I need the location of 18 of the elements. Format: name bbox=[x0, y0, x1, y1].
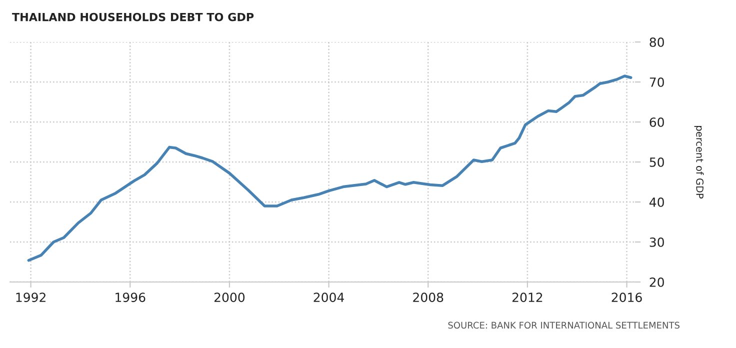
x-tick-label: 2016 bbox=[612, 292, 642, 302]
x-tick-label: 1996 bbox=[116, 292, 146, 302]
x-tick-label: 1992 bbox=[16, 292, 46, 302]
y-tick-label: 50 bbox=[650, 157, 664, 167]
y-tick-label: 40 bbox=[650, 197, 664, 207]
y-axis-title: percent of GDP bbox=[694, 126, 704, 198]
line-series bbox=[27, 74, 632, 262]
chart-title: THAILAND HOUSEHOLDS DEBT TO GDP bbox=[12, 12, 254, 22]
y-tick-label: 70 bbox=[650, 77, 664, 87]
y-tick-label: 20 bbox=[650, 277, 664, 287]
y-tick-label: 80 bbox=[650, 37, 664, 47]
y-tick-label: 60 bbox=[650, 117, 664, 127]
x-tick-label: 2004 bbox=[314, 292, 344, 302]
x-tick-label: 2000 bbox=[214, 292, 245, 302]
x-tick-label: 2012 bbox=[512, 292, 542, 302]
y-tick-label: 30 bbox=[650, 237, 664, 247]
source-note: SOURCE: BANK FOR INTERNATIONAL SETTLEMENTS bbox=[448, 322, 680, 329]
x-tick-label: 2008 bbox=[413, 292, 444, 302]
